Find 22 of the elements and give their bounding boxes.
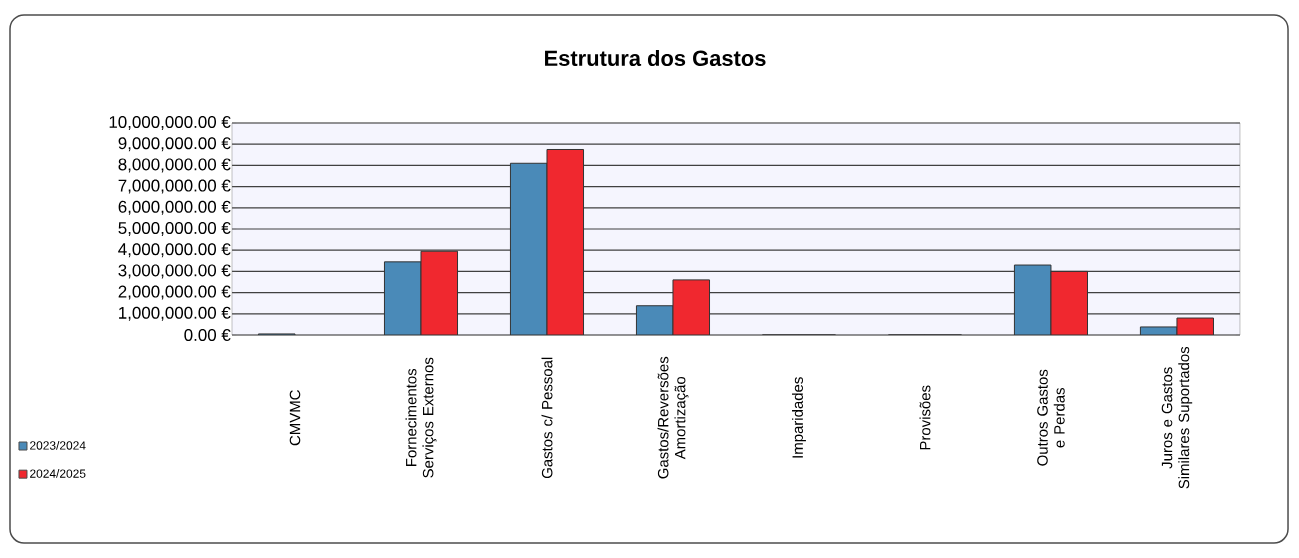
x-tick-label: Gastos c/ Pessoal	[541, 357, 553, 479]
x-tick-label: Fornecimentos Serviços Externos	[405, 357, 437, 478]
y-tick-label: 5,000,000.00 €	[118, 222, 231, 236]
legend-label: 2024/2025	[30, 469, 86, 478]
x-tick-label: Imparidades	[792, 377, 806, 458]
x-tick-label: Juros e Gastos Similares Suportados	[1161, 346, 1193, 489]
y-tick-label: 4,000,000.00 €	[118, 243, 231, 258]
x-tick-label: Gastos/Reversões Amortização	[657, 356, 689, 479]
y-tick-label: 0.00 €	[184, 329, 231, 341]
x-tick-label: CMVMC	[289, 390, 301, 446]
y-tick-label: 3,000,000.00 €	[118, 264, 231, 279]
y-tick-label: 1,000,000.00 €	[119, 306, 231, 321]
x-tick-label: Outros Gastos e Perdas	[1037, 369, 1065, 466]
y-tick-label: 6,000,000.00 €	[118, 200, 231, 215]
y-tick-label: 9,000,000.00 €	[118, 137, 231, 152]
chart-title: Estrutura dos Gastos	[545, 49, 766, 67]
legend-label: 2023/2024	[30, 440, 86, 450]
y-tick-label: 10,000,000.00 €	[109, 116, 231, 130]
x-tick-label: Provisões	[919, 385, 931, 450]
y-tick-label: 2,000,000.00 €	[118, 285, 231, 300]
y-tick-label: 7,000,000.00 €	[118, 179, 231, 194]
y-tick-label: 8,000,000.00 €	[118, 158, 231, 173]
